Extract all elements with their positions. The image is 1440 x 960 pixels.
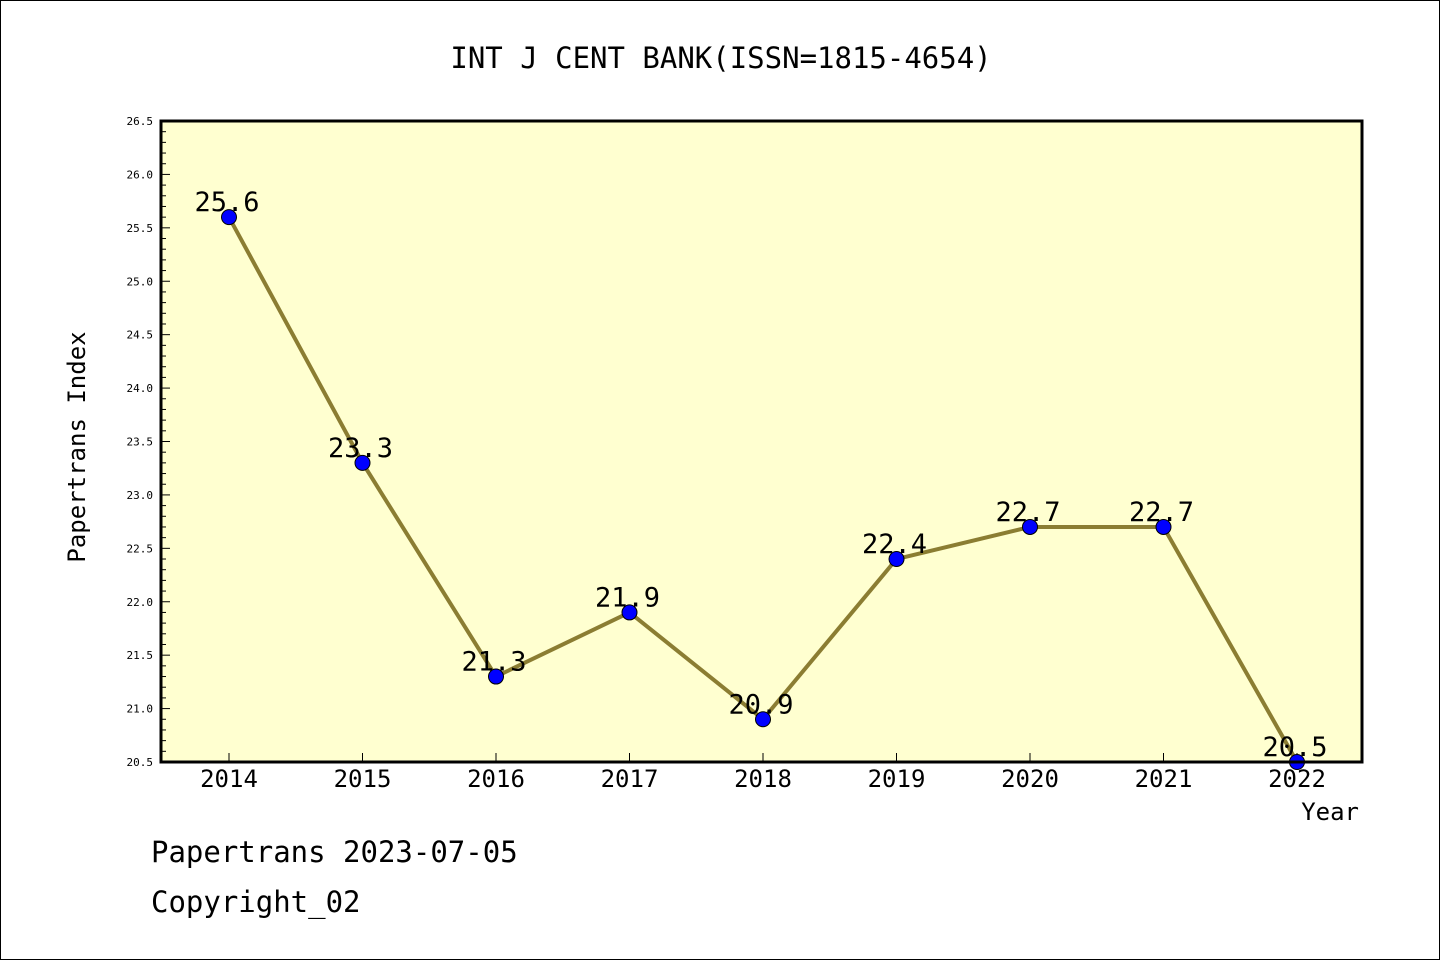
y-tick-label: 20.5 bbox=[127, 756, 154, 769]
data-label: 22.4 bbox=[862, 529, 927, 560]
y-tick-label: 26.0 bbox=[127, 168, 154, 181]
x-tick-label: 2018 bbox=[734, 765, 792, 793]
data-label: 22.7 bbox=[1129, 497, 1194, 528]
plot-frame bbox=[159, 119, 1364, 764]
footer-copyright-text: Copyright_02 bbox=[151, 885, 361, 919]
data-label: 23.3 bbox=[328, 433, 393, 464]
x-tick-label: 2021 bbox=[1135, 765, 1193, 793]
y-tick-label: 22.5 bbox=[127, 542, 154, 555]
chart-title: INT J CENT BANK(ISSN=1815-4654) bbox=[450, 41, 991, 75]
data-point-marker bbox=[354, 454, 371, 471]
y-tick-label: 21.0 bbox=[127, 703, 154, 716]
data-point-marker bbox=[1022, 518, 1038, 535]
x-tick-label: 2017 bbox=[601, 765, 659, 793]
data-point-marker bbox=[221, 209, 237, 226]
data-label: 20.5 bbox=[1262, 732, 1327, 763]
data-label: 25.6 bbox=[194, 187, 259, 218]
data-point-marker bbox=[1155, 518, 1172, 535]
data-point-marker bbox=[888, 551, 905, 568]
y-tick-label: 25.5 bbox=[127, 222, 154, 235]
x-axis: 2014 2015 2016 2017 2018 2019 2020 2021 2022 bbox=[200, 753, 1326, 793]
y-tick-label: 26.5 bbox=[127, 115, 154, 128]
y-tick-label: 23.0 bbox=[127, 489, 154, 502]
footer-date-text: Papertrans 2023-07-05 bbox=[151, 835, 518, 869]
plot-area bbox=[161, 121, 1362, 762]
x-tick-label: 2016 bbox=[467, 765, 525, 793]
x-tick-label: 2020 bbox=[1001, 765, 1059, 793]
data-label: 22.7 bbox=[995, 497, 1060, 528]
y-axis-label: Papertrans Index bbox=[63, 331, 91, 562]
data-point-marker bbox=[755, 711, 771, 728]
y-tick-label: 22.0 bbox=[127, 596, 154, 609]
y-axis: 20.5 21.0 21.5 22.0 22.5 23.0 23.5 24.0 24.5 25.0… bbox=[127, 115, 170, 769]
y-tick-label: 21.5 bbox=[127, 649, 154, 662]
y-tick-label: 23.5 bbox=[127, 436, 154, 449]
x-tick-label: 2015 bbox=[334, 765, 392, 793]
data-point-marker bbox=[621, 604, 638, 621]
data-label: 21.3 bbox=[461, 647, 526, 678]
data-label: 21.9 bbox=[595, 582, 660, 613]
x-axis-label: Year bbox=[1301, 798, 1359, 826]
data-point-marker bbox=[488, 668, 504, 685]
x-tick-label: 2019 bbox=[868, 765, 926, 793]
x-tick-label: 2014 bbox=[200, 765, 258, 793]
y-tick-label: 24.0 bbox=[127, 382, 154, 395]
data-label: 20.9 bbox=[728, 689, 793, 720]
y-tick-label: 25.0 bbox=[127, 275, 154, 288]
y-tick-label: 24.5 bbox=[127, 329, 154, 342]
series-layer: 25.6 23.3 21.3 21.9 20.9 22.4 22.7 22.7 20.5 bbox=[194, 187, 1328, 770]
